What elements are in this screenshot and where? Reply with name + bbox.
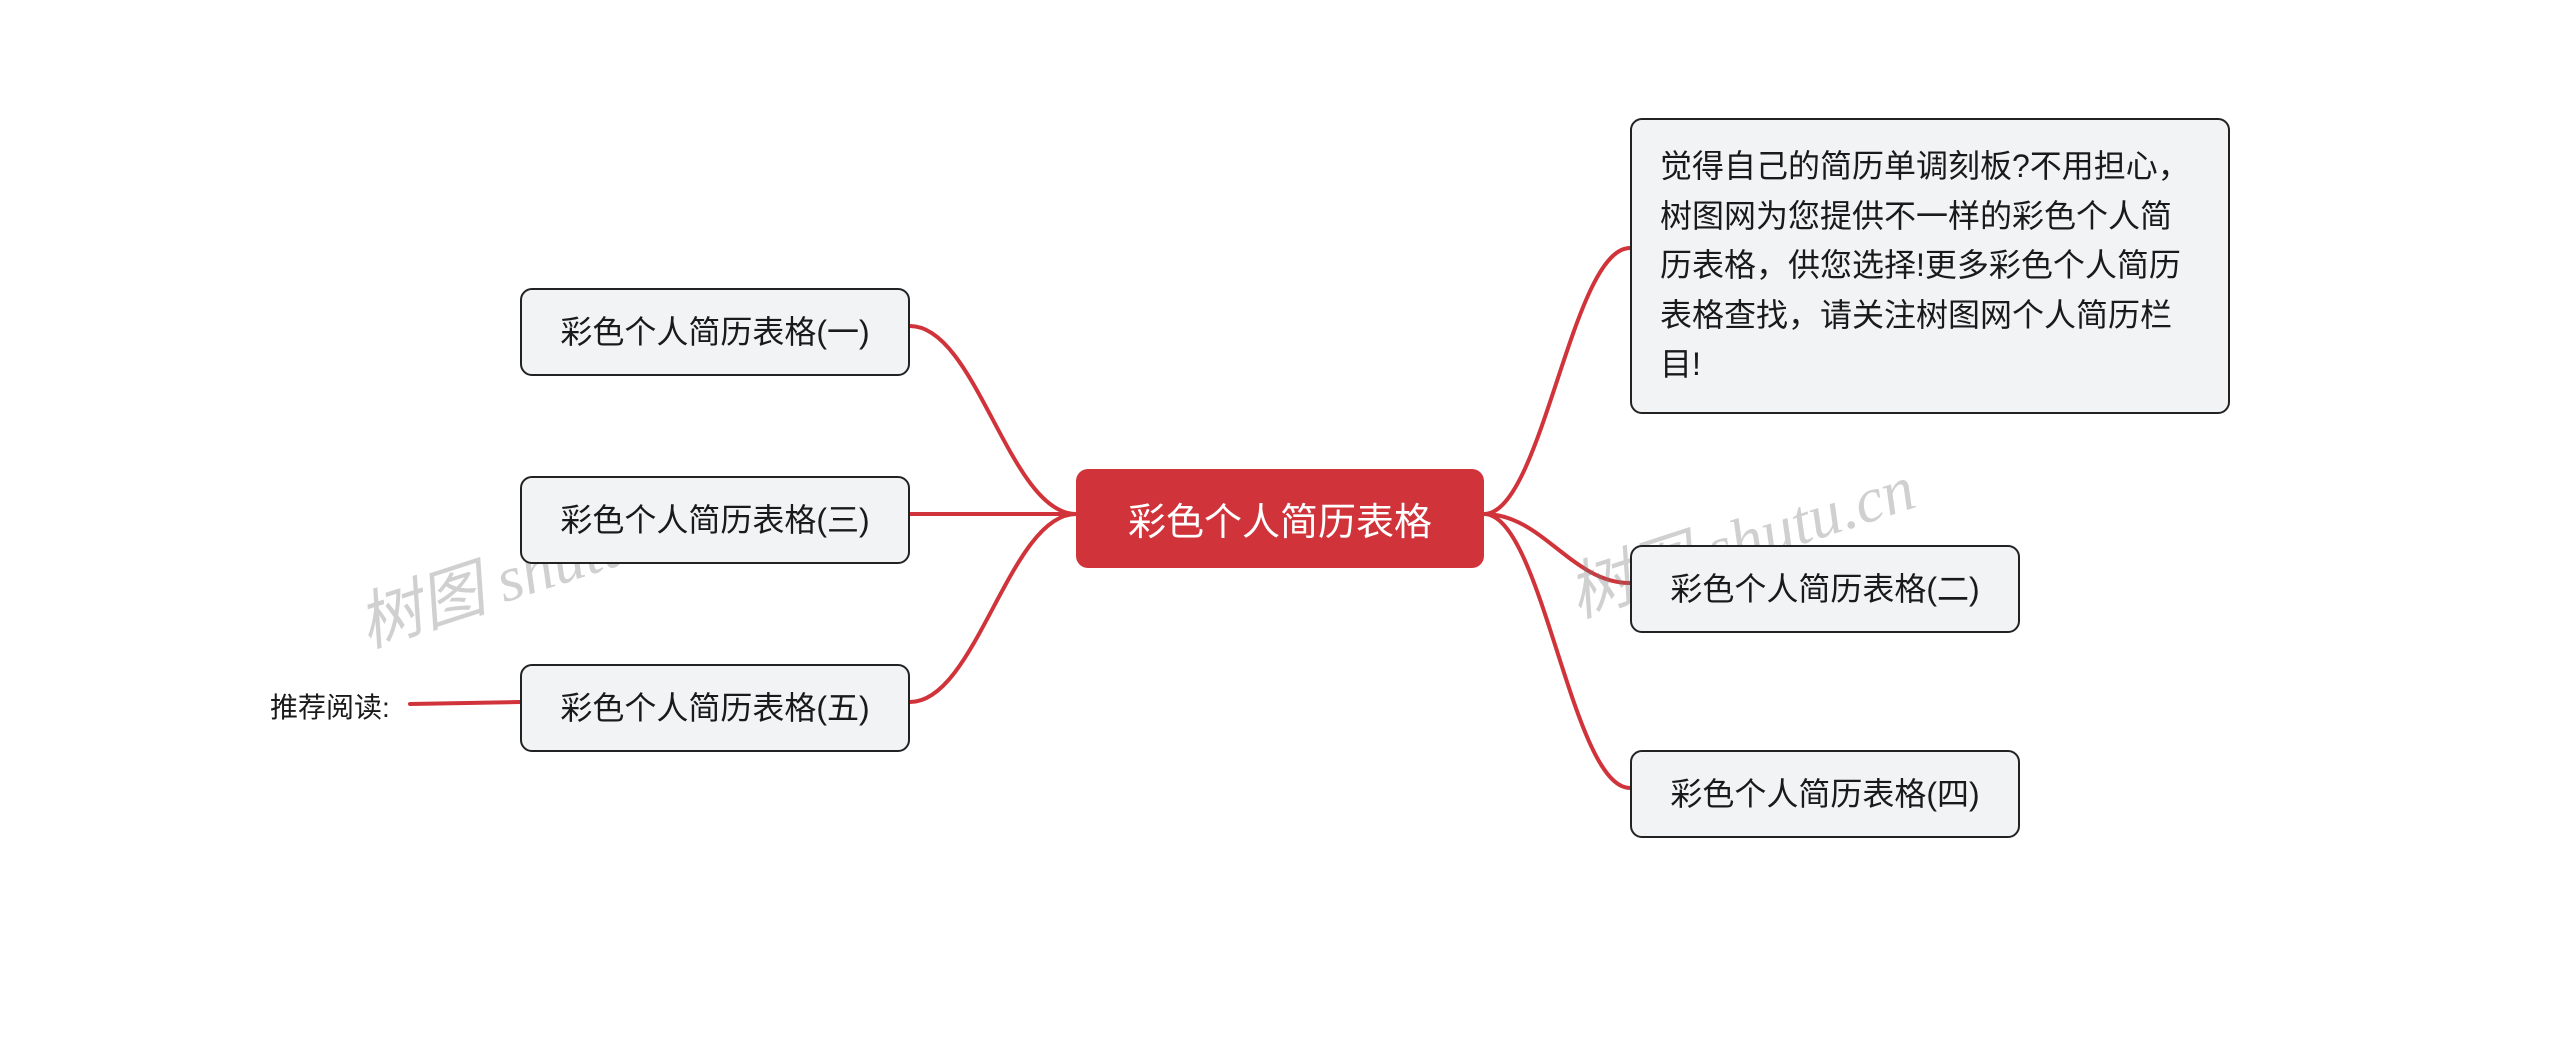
- branch-right-desc[interactable]: 觉得自己的简历单调刻板?不用担心，树图网为您提供不一样的彩色个人简历表格，供您选…: [1630, 118, 2230, 414]
- branch-right-3[interactable]: 彩色个人简历表格(四): [1630, 750, 2020, 838]
- branch-left-2-label: 彩色个人简历表格(三): [560, 496, 869, 544]
- branch-right-2[interactable]: 彩色个人简历表格(二): [1630, 545, 2020, 633]
- leaf-recommended-label: 推荐阅读:: [270, 692, 390, 723]
- branch-left-1-label: 彩色个人简历表格(一): [560, 308, 869, 356]
- branch-right-desc-label: 觉得自己的简历单调刻板?不用担心，树图网为您提供不一样的彩色个人简历表格，供您选…: [1660, 142, 2200, 390]
- branch-right-2-label: 彩色个人简历表格(二): [1670, 565, 1979, 613]
- branch-left-2[interactable]: 彩色个人简历表格(三): [520, 476, 910, 564]
- center-node-label: 彩色个人简历表格: [1128, 491, 1432, 546]
- branch-right-3-label: 彩色个人简历表格(四): [1670, 770, 1979, 818]
- branch-left-3[interactable]: 彩色个人简历表格(五): [520, 664, 910, 752]
- branch-left-3-label: 彩色个人简历表格(五): [560, 684, 869, 732]
- leaf-recommended: 推荐阅读:: [270, 686, 390, 726]
- center-node[interactable]: 彩色个人简历表格: [1076, 469, 1484, 568]
- branch-left-1[interactable]: 彩色个人简历表格(一): [520, 288, 910, 376]
